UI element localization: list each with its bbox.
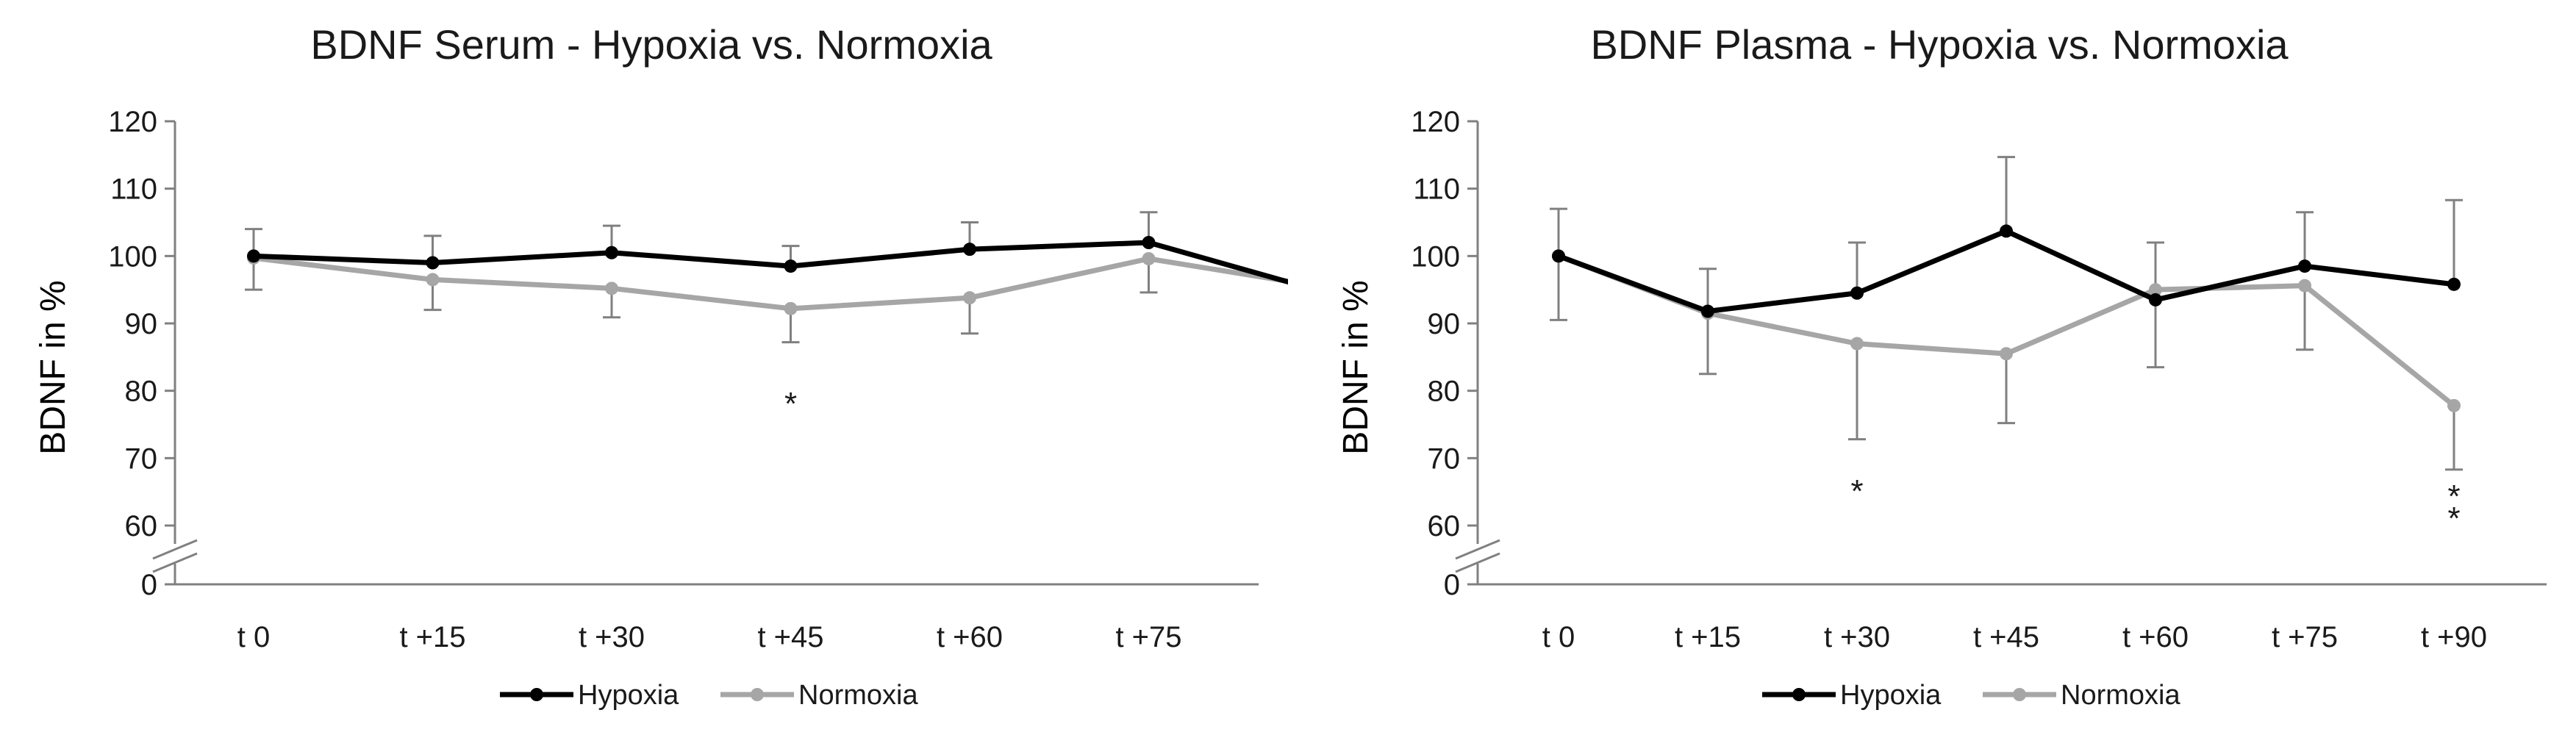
y-axis-label: BDNF in % bbox=[34, 280, 73, 454]
data-point-hypoxia bbox=[2298, 259, 2311, 273]
data-point-normoxia bbox=[2298, 279, 2311, 293]
legend-label-normoxia: Normoxia bbox=[2061, 680, 2180, 711]
significance-mark: * bbox=[2447, 501, 2460, 537]
y-tick-label: 70 bbox=[125, 442, 158, 475]
x-tick-label: t 0 bbox=[237, 621, 270, 653]
x-tick-label: t 0 bbox=[1542, 621, 1575, 653]
data-point-normoxia bbox=[784, 301, 798, 315]
data-point-hypoxia bbox=[784, 259, 798, 273]
axis-break-mark bbox=[1455, 539, 1500, 560]
chart-serum-svg: BDNF Serum - Hypoxia vs. Normoxia BDNF in… bbox=[34, 21, 1288, 711]
legend-label-hypoxia: Hypoxia bbox=[578, 680, 679, 711]
x-tick-label: t +75 bbox=[2272, 621, 2338, 653]
chart-title: BDNF Serum - Hypoxia vs. Normoxia bbox=[310, 21, 992, 68]
data-point-hypoxia bbox=[426, 256, 440, 270]
x-tick-label: t +90 bbox=[2421, 621, 2487, 653]
data-point-hypoxia bbox=[2149, 293, 2162, 306]
chart-title: BDNF Plasma - Hypoxia vs. Normoxia bbox=[1590, 21, 2289, 68]
chart-plasma: BDNF Plasma - Hypoxia vs. Normoxia BDNF i… bbox=[1288, 0, 2576, 735]
y-tick-label: 100 bbox=[108, 240, 157, 273]
y-tick-label: 100 bbox=[1411, 240, 1460, 273]
y-axis-label: BDNF in % bbox=[1337, 280, 1375, 454]
data-point-hypoxia bbox=[247, 249, 260, 263]
data-point-hypoxia bbox=[605, 245, 618, 259]
significance-mark: * bbox=[2447, 478, 2460, 514]
significance-mark: * bbox=[784, 386, 797, 422]
y-tick-label: 110 bbox=[110, 173, 157, 206]
legend-swatch-marker-normoxia bbox=[2013, 688, 2026, 701]
y-tick-label: 90 bbox=[125, 308, 158, 340]
x-tick-label: t +30 bbox=[1824, 621, 1890, 653]
data-point-hypoxia bbox=[1552, 249, 1565, 263]
data-point-hypoxia bbox=[1701, 304, 1714, 318]
legend-swatch-marker-hypoxia bbox=[1792, 688, 1806, 701]
series-line-hypoxia bbox=[253, 240, 1288, 285]
y-tick-label: 0 bbox=[141, 569, 157, 601]
data-point-hypoxia bbox=[2447, 277, 2461, 291]
x-tick-label: t +45 bbox=[757, 621, 823, 653]
data-point-normoxia bbox=[426, 273, 440, 287]
data-point-normoxia bbox=[1850, 337, 1864, 351]
data-point-normoxia bbox=[2447, 398, 2461, 412]
x-tick-label: t +15 bbox=[1675, 621, 1741, 653]
y-tick-label: 120 bbox=[1411, 106, 1460, 138]
y-tick-label: 120 bbox=[108, 106, 157, 138]
chart-plasma-svg: BDNF Plasma - Hypoxia vs. Normoxia BDNF i… bbox=[1337, 21, 2547, 711]
axis-break-mark bbox=[1455, 552, 1500, 573]
data-point-normoxia bbox=[1142, 252, 1156, 265]
data-point-hypoxia bbox=[963, 243, 976, 257]
legend-label-hypoxia: Hypoxia bbox=[1840, 680, 1942, 711]
x-tick-label: t +60 bbox=[2122, 621, 2189, 653]
significance-mark: * bbox=[1850, 473, 1863, 509]
data-point-hypoxia bbox=[2000, 224, 2013, 238]
axis-break-mark bbox=[152, 539, 198, 560]
data-point-normoxia bbox=[963, 291, 976, 305]
axis-break-mark bbox=[152, 552, 198, 573]
legend-label-normoxia: Normoxia bbox=[798, 680, 918, 711]
y-tick-label: 80 bbox=[125, 376, 158, 408]
data-point-normoxia bbox=[2149, 283, 2162, 297]
data-point-hypoxia bbox=[1850, 286, 1864, 300]
y-tick-label: 70 bbox=[1428, 442, 1461, 475]
y-tick-label: 90 bbox=[1428, 308, 1461, 340]
x-tick-label: t +30 bbox=[579, 621, 645, 653]
y-tick-label: 110 bbox=[1413, 173, 1460, 206]
legend-swatch-marker-hypoxia bbox=[530, 688, 543, 701]
x-tick-label: t +60 bbox=[937, 621, 1003, 653]
data-point-normoxia bbox=[605, 282, 618, 295]
x-tick-label: t +75 bbox=[1115, 621, 1181, 653]
y-tick-label: 60 bbox=[1428, 510, 1461, 542]
y-tick-label: 0 bbox=[1444, 569, 1460, 601]
data-point-normoxia bbox=[2000, 347, 2013, 361]
data-point-hypoxia bbox=[1142, 236, 1156, 249]
legend-swatch-marker-normoxia bbox=[751, 688, 764, 701]
x-tick-label: t +15 bbox=[399, 621, 465, 653]
x-tick-label: t +45 bbox=[1973, 621, 2039, 653]
y-tick-label: 60 bbox=[125, 510, 158, 542]
chart-serum: BDNF Serum - Hypoxia vs. Normoxia BDNF in… bbox=[34, 21, 1288, 711]
y-tick-label: 80 bbox=[1428, 376, 1461, 408]
